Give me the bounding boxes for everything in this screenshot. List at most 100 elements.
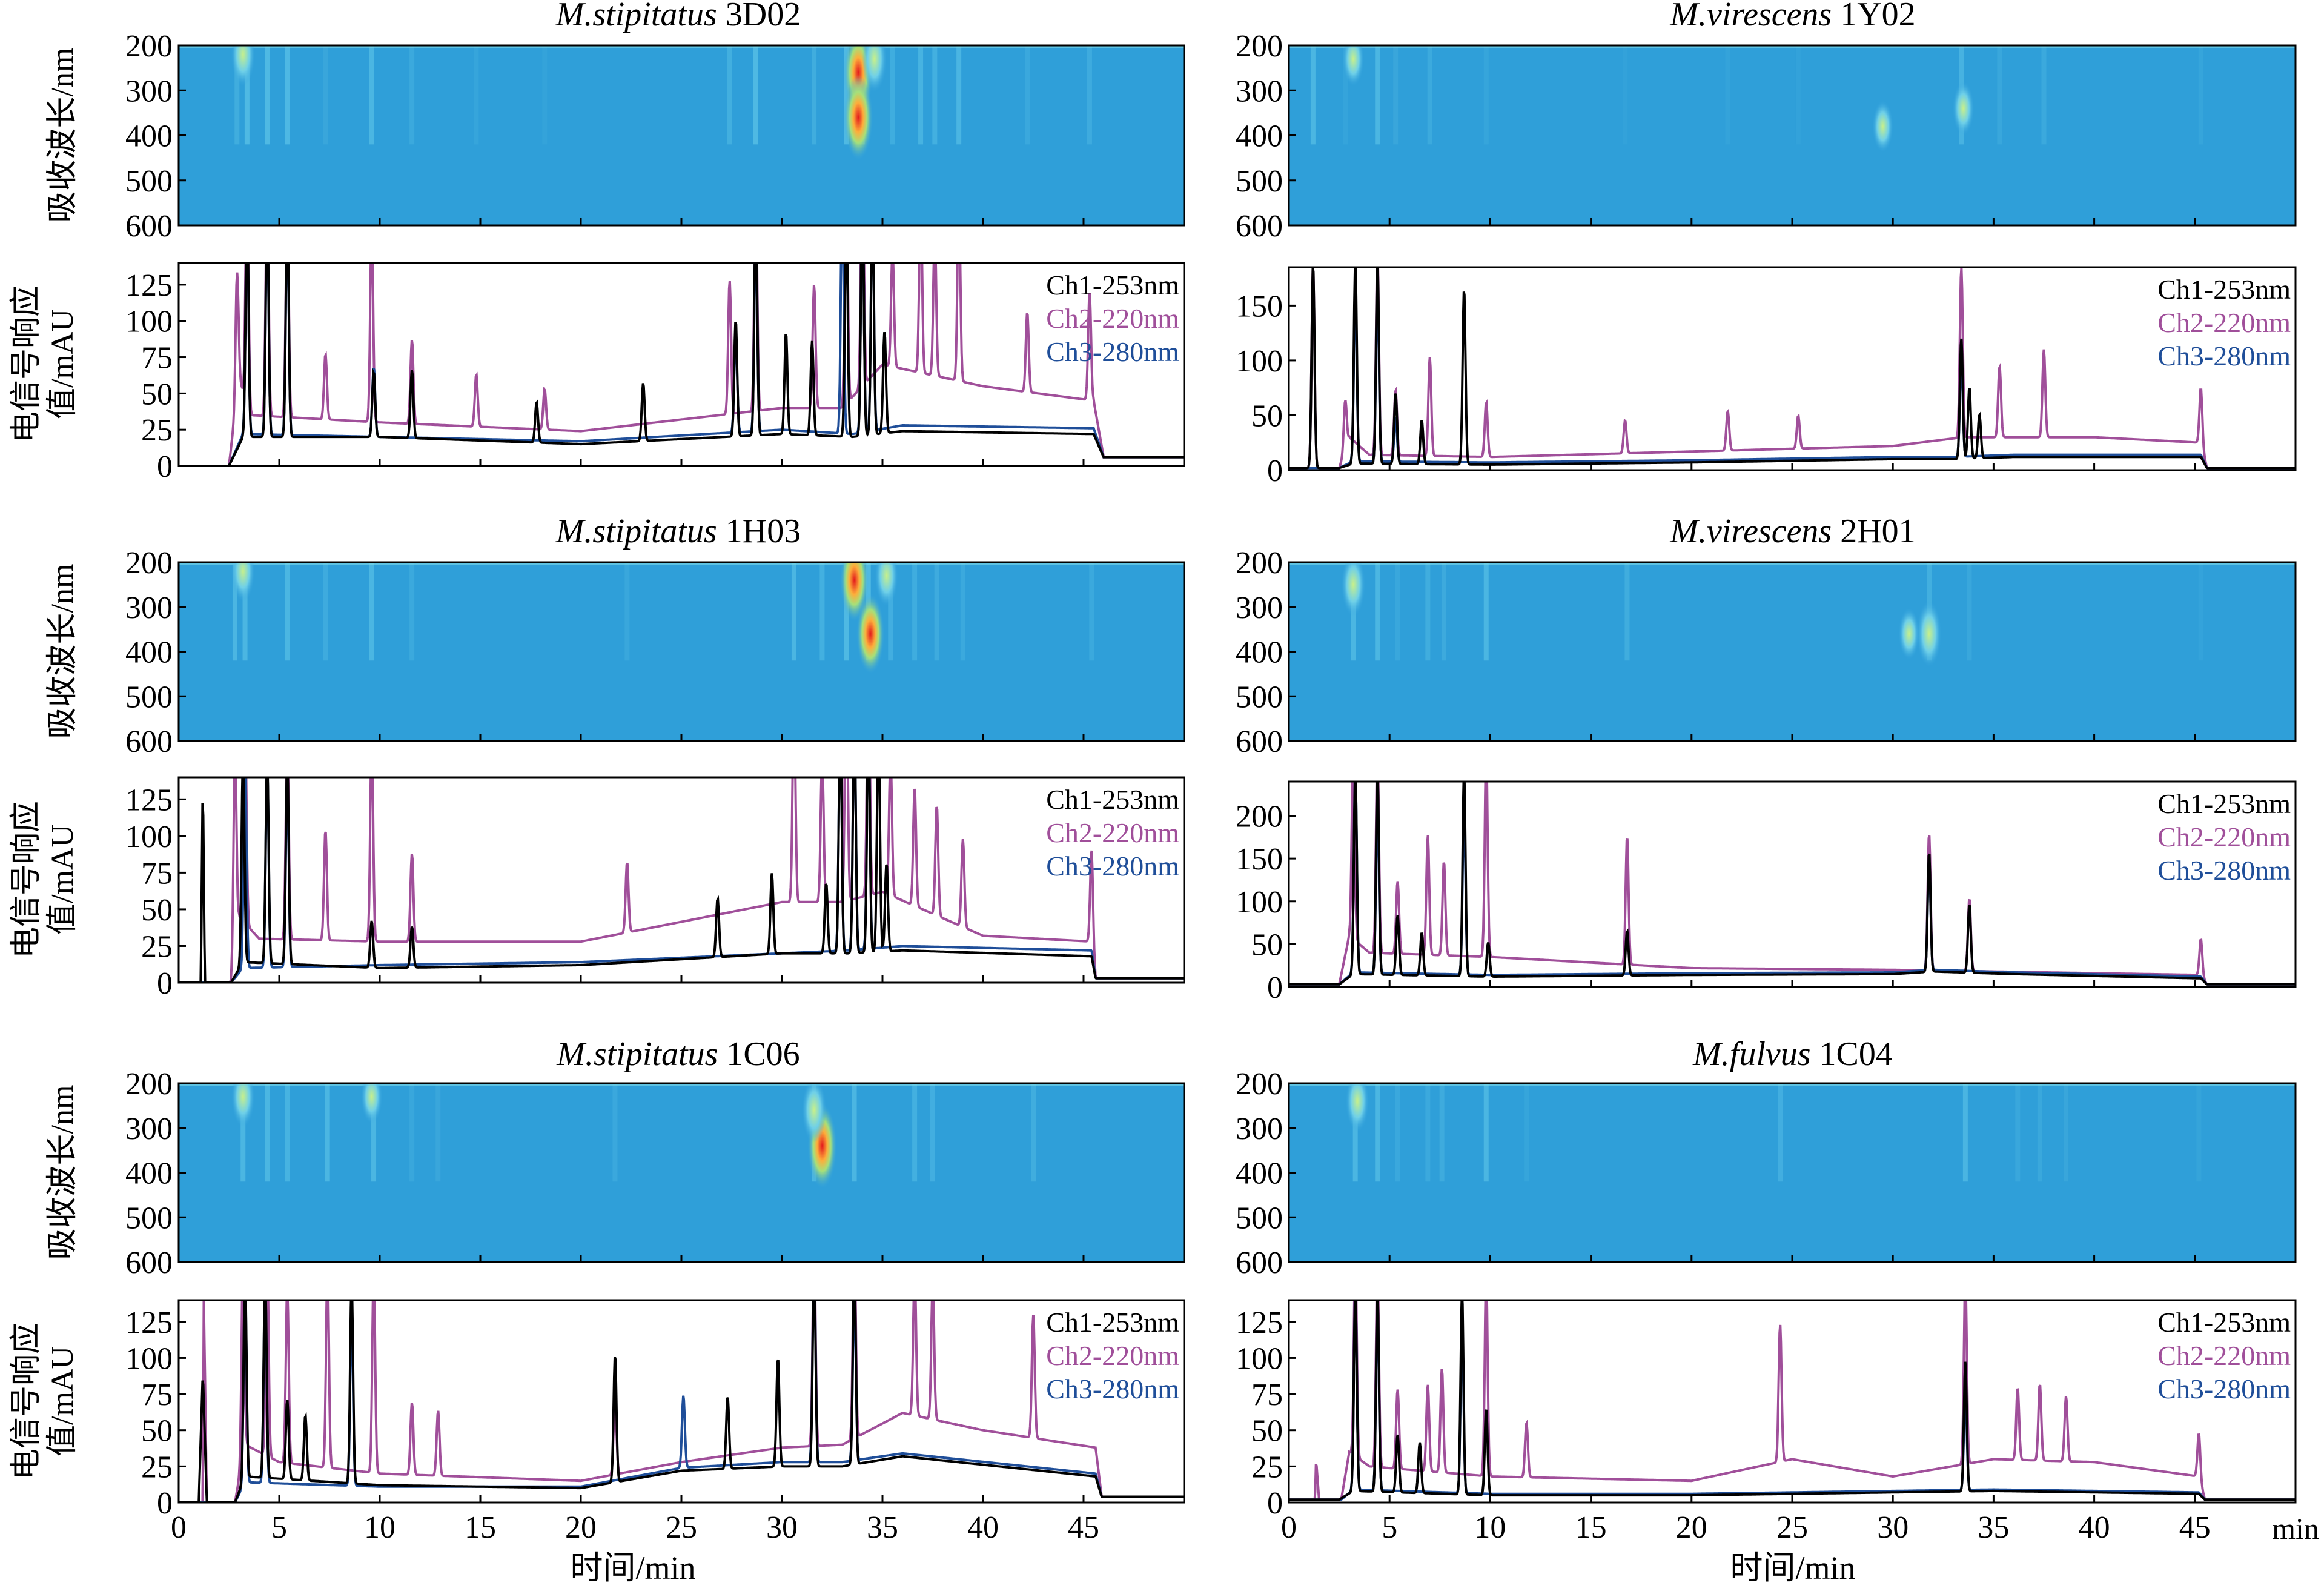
chrom-ytick-label: 100 <box>1236 885 1283 920</box>
heatmap-streak <box>1352 1083 1358 1182</box>
heatmap-streak <box>1441 562 1446 661</box>
chrom-xtick-label: 40 <box>2079 1510 2110 1545</box>
heatmap-topband <box>179 1083 1184 1086</box>
heatmap-ytick-label: 600 <box>125 725 173 759</box>
heatmap-topband <box>1289 1083 2296 1086</box>
heatmap-streak <box>1962 1083 1968 1182</box>
chrom-ytick-label: 125 <box>125 1306 173 1340</box>
heatmap-streak <box>285 1083 290 1182</box>
heatmap-streak <box>242 562 248 661</box>
heatmap-streak <box>435 1083 441 1182</box>
heatmap-ytick-label: 400 <box>125 1157 173 1191</box>
heatmap-streak <box>624 562 630 661</box>
series-line-Ch1-253nm <box>179 1300 1184 1503</box>
chrom-xtick-label: 25 <box>1776 1510 1808 1545</box>
heatmap-streak <box>934 562 939 661</box>
chrom-ytick-label: 25 <box>141 413 173 448</box>
chrom-xtick-label: 0 <box>1281 1510 1297 1545</box>
panel-title: M.stipitatus 3D02 <box>555 0 801 33</box>
chrom-ytick-label: 0 <box>157 966 173 1001</box>
title-species: M.virescens <box>1669 513 1832 550</box>
heatmap-streak <box>1393 45 1399 145</box>
legend-entry: Ch3-280nm <box>1046 851 1179 882</box>
legend-entry: Ch1-253nm <box>2157 788 2291 819</box>
chrom-xtick-label: 15 <box>1575 1510 1607 1545</box>
title-code: 1C04 <box>1819 1035 1893 1073</box>
chrom-xtick-label: 45 <box>1068 1510 1099 1545</box>
heatmap-ylabel: 吸收波长/nm <box>45 1085 80 1260</box>
heatmap-ytick-label: 200 <box>1236 29 1283 64</box>
heatmap-ytick-label: 200 <box>1236 546 1283 580</box>
chrom-ylabel-line2: 值/mAU <box>45 309 80 419</box>
legend-entry: Ch2-220nm <box>2157 822 2291 852</box>
heatmap-hotspot <box>1898 608 1919 659</box>
title-code: 2H01 <box>1840 513 1915 550</box>
heatmap-ytick-label: 500 <box>1236 1201 1283 1235</box>
heatmap-topband <box>179 562 1184 565</box>
chrom-frame <box>177 776 1185 984</box>
chrom-ytick-label: 25 <box>141 1450 173 1484</box>
x-unit-label: min <box>2272 1512 2319 1546</box>
series-line-Ch2-220nm <box>1289 782 2296 986</box>
heatmap: 200 300 400 500 600 <box>1236 546 2297 759</box>
heatmap-hotspot <box>844 75 873 160</box>
legend-entry: Ch1-253nm <box>1046 270 1179 301</box>
legend-entry: Ch2-220nm <box>2157 307 2291 338</box>
heatmap-hotspot <box>1872 101 1893 152</box>
chrom-xtick-label: 35 <box>867 1510 898 1545</box>
heatmap-streak <box>1375 1083 1380 1182</box>
heatmap-streak <box>1997 45 2002 145</box>
heatmap-ytick-label: 200 <box>125 1067 173 1101</box>
heatmap-streak <box>2015 1083 2021 1182</box>
chrom-xtick-label: 30 <box>1877 1510 1909 1545</box>
chrom-ytick-label: 100 <box>125 305 173 339</box>
heatmap-ytick-label: 400 <box>125 119 173 154</box>
heatmap: 200 300 400 500 600 <box>125 546 1185 759</box>
x-axis-label: 时间/min <box>570 1550 695 1586</box>
series-line-Ch1-253nm <box>1289 1300 2296 1501</box>
chrom-xtick-label: 40 <box>967 1510 999 1545</box>
chrom-ytick-label: 25 <box>141 929 173 964</box>
heatmap-streak <box>791 562 796 661</box>
chrom-xtick-label: 5 <box>1382 1510 1397 1545</box>
chrom-ytick-label: 50 <box>141 893 173 928</box>
chrom-ytick-label: 0 <box>1267 454 1283 488</box>
heatmap-hotspot <box>1953 81 1975 135</box>
heatmap-streak <box>2041 45 2047 145</box>
heatmap-ytick-label: 600 <box>1236 725 1283 759</box>
heatmap-streak <box>232 562 237 661</box>
chrom-ytick-label: 75 <box>141 856 173 891</box>
title-species: M.stipitatus <box>556 1035 718 1073</box>
heatmap-ytick-label: 600 <box>1236 1246 1283 1280</box>
chrom-ytick-label: 50 <box>141 377 173 411</box>
chrom-ytick-label: 50 <box>1251 928 1283 962</box>
heatmap-streak <box>1524 1083 1529 1182</box>
heatmap-streak <box>323 45 328 145</box>
heatmap-ytick-label: 300 <box>1236 591 1283 625</box>
legend-entry: Ch2-220nm <box>1046 1340 1179 1371</box>
heatmap-streak <box>1725 45 1730 145</box>
heatmap-streak <box>1087 45 1092 145</box>
chrom-ytick-label: 100 <box>125 1341 173 1376</box>
heatmap-ytick-label: 600 <box>1236 209 1283 244</box>
heatmap-background <box>179 562 1184 741</box>
series-line-Ch3-280nm <box>1289 287 2296 470</box>
heatmap-topband <box>1289 45 2296 48</box>
heatmap-streak <box>285 45 290 145</box>
panel-title: M.stipitatus 1C06 <box>556 1035 799 1073</box>
heatmap-streak <box>1025 45 1030 145</box>
chrom-xtick-label: 15 <box>465 1510 496 1545</box>
chrom-xtick-label: 45 <box>2179 1510 2211 1545</box>
chrom-xtick-label: 10 <box>1474 1510 1506 1545</box>
heatmap-streak <box>2196 1083 2202 1182</box>
heatmap-streak <box>1343 45 1348 145</box>
heatmap-streak <box>1967 562 1972 661</box>
heatmap-ytick-label: 500 <box>1236 164 1283 199</box>
heatmap-streak <box>244 45 250 145</box>
legend-entry: Ch3-280nm <box>2157 340 2291 371</box>
heatmap-streak <box>1425 1083 1431 1182</box>
heatmap-streak <box>912 562 918 661</box>
legend-entry: Ch2-220nm <box>2157 1340 2291 1371</box>
